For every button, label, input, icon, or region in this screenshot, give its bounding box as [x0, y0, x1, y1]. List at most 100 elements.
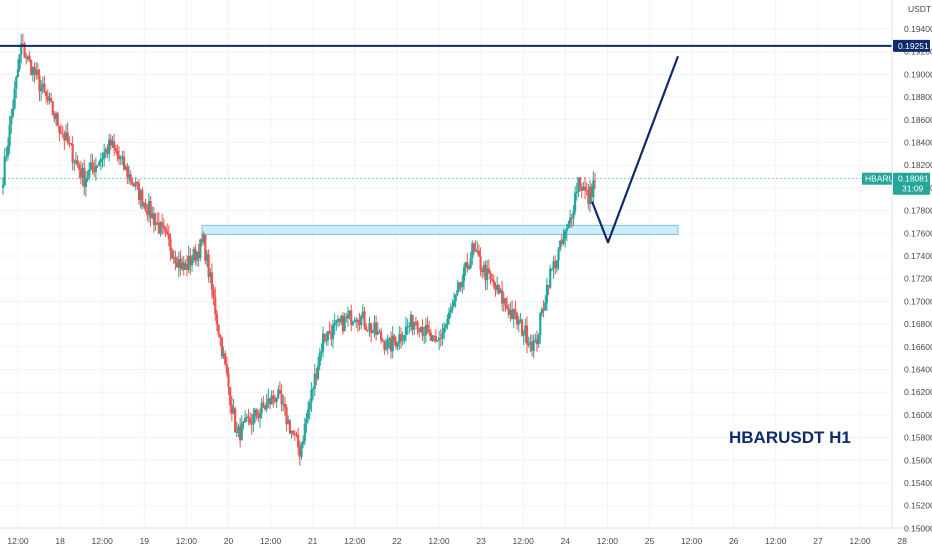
candle-body: [142, 203, 146, 207]
candle-body: [245, 416, 248, 418]
candle-body: [481, 269, 484, 273]
candle-body: [156, 222, 159, 224]
candle-body: [285, 407, 288, 425]
x-tick-label: 12:00: [92, 536, 114, 546]
candle-body: [459, 282, 462, 288]
candle-body: [361, 311, 364, 316]
candle-body: [96, 165, 99, 167]
candle-body: [26, 56, 29, 59]
candle-body: [220, 337, 223, 357]
candle-body: [525, 325, 529, 345]
candle-body: [434, 336, 437, 342]
x-tick-label: 22: [392, 536, 402, 546]
candle-body: [111, 141, 114, 146]
x-tick-label: 12:00: [597, 536, 619, 546]
candle-body: [413, 321, 416, 330]
candle-body: [333, 323, 336, 326]
candle-body: [182, 262, 185, 270]
candle-body: [398, 334, 401, 344]
candle-body: [426, 324, 429, 330]
candle-body: [202, 234, 205, 243]
candle-body: [411, 314, 414, 330]
candle-body: [428, 329, 431, 333]
candle-body: [466, 262, 469, 269]
candle-body: [71, 144, 74, 163]
x-tick-label: 24: [561, 536, 571, 546]
candle-body: [565, 228, 568, 232]
candle-body: [376, 331, 379, 335]
candle-body: [512, 309, 515, 320]
candle-body: [13, 88, 16, 109]
candle-body: [588, 186, 592, 204]
candle-body: [91, 162, 94, 168]
candle-body: [305, 418, 308, 424]
candle-body: [421, 327, 424, 336]
time-axis[interactable]: 12:00 18 12:00 19 12:00 20 12:00 21 12:00 22 12:00…: [7, 536, 907, 546]
candle-body: [499, 290, 502, 294]
x-tick-label: 12:00: [849, 536, 871, 546]
candle-body: [79, 169, 83, 178]
candle-body: [275, 397, 278, 402]
candle-body: [326, 331, 330, 341]
candle-body: [320, 351, 323, 354]
price-axis[interactable]: 0.194000.192000.190000.188000.186000.184…: [904, 24, 932, 533]
candle-body: [492, 280, 495, 287]
candle-body: [282, 403, 285, 405]
candle-body: [540, 309, 544, 314]
candle-body: [154, 222, 157, 226]
candle-body: [375, 322, 378, 335]
candle-body: [550, 268, 553, 270]
candle-body: [330, 334, 333, 340]
candle-body: [590, 186, 593, 198]
resistance-price-label: 0.19251: [898, 41, 929, 51]
candle-body: [313, 373, 316, 389]
x-tick-label: 12:00: [7, 536, 29, 546]
candle-body: [265, 402, 268, 410]
candle-body: [368, 323, 371, 331]
candle-body: [172, 257, 175, 259]
candle-body: [433, 335, 436, 337]
candle-body: [8, 124, 11, 146]
candle-body: [252, 414, 255, 425]
candle-body: [161, 222, 164, 226]
y-tick-label: 0.17200: [904, 274, 932, 284]
candle-body: [582, 186, 585, 191]
candle-body: [431, 335, 434, 341]
candle-body: [106, 149, 109, 154]
candle-body: [340, 315, 343, 322]
candle-body: [185, 263, 189, 270]
candle-body: [41, 83, 44, 88]
candle-body: [99, 158, 102, 163]
candle-body: [351, 321, 354, 325]
candle-body: [575, 191, 578, 194]
candle-body: [98, 162, 101, 166]
countdown-label: 31:09: [902, 184, 924, 194]
candle-body: [592, 180, 595, 198]
candle-body: [219, 334, 222, 338]
candle-body: [506, 305, 509, 309]
candle-body: [406, 326, 409, 328]
x-tick-label: 12:00: [260, 536, 282, 546]
candle-body: [11, 108, 15, 117]
candle-body: [277, 389, 280, 398]
candle-body: [509, 310, 512, 315]
candle-body: [295, 434, 298, 436]
candle-body: [383, 341, 386, 350]
candle-body: [335, 320, 338, 324]
y-tick-label: 0.17000: [904, 296, 932, 306]
candle-body: [78, 164, 81, 170]
candle-body: [341, 315, 345, 332]
candle-body: [438, 337, 441, 341]
candle-body: [436, 340, 439, 342]
candle-body: [300, 444, 303, 457]
demand-zone-layer: [201, 224, 679, 235]
candle-body: [567, 223, 570, 229]
candle-body: [210, 272, 214, 290]
candle-body: [93, 167, 96, 173]
candle-body: [574, 193, 577, 212]
candle-body: [457, 282, 461, 291]
candle-body: [235, 431, 238, 433]
x-tick-label: 18: [55, 536, 65, 546]
candle-body: [386, 339, 389, 349]
